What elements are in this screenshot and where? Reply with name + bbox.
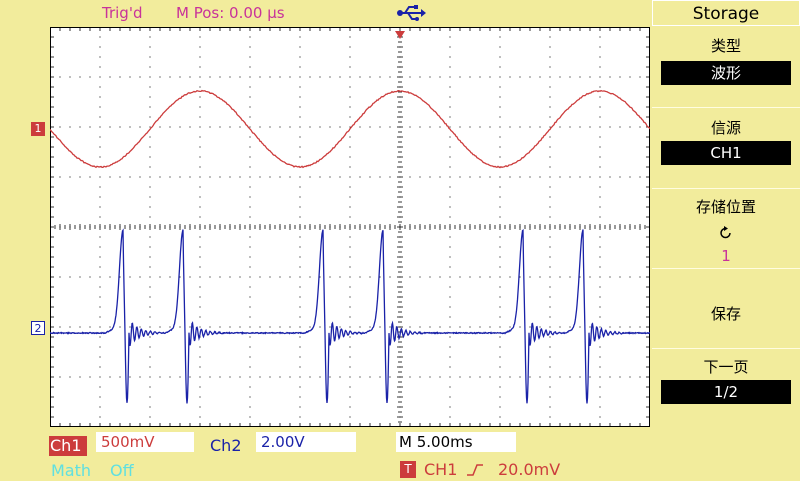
menu-title: Storage: [652, 0, 800, 26]
next-page-label: 下一页: [652, 356, 800, 377]
type-label: 类型: [652, 35, 800, 56]
trigger-position-icon: [395, 31, 405, 39]
ch2-label[interactable]: Ch2: [210, 436, 242, 456]
ch1-label[interactable]: Ch1: [49, 436, 87, 456]
menu-item-location[interactable]: 存储位置 1: [652, 189, 800, 268]
ch1-ground-marker[interactable]: 1: [31, 122, 45, 136]
source-label: 信源: [652, 117, 800, 138]
next-page-button[interactable]: 下一页 1/2: [652, 349, 800, 429]
usb-icon: [396, 4, 426, 22]
type-value: 波形: [661, 61, 791, 85]
trigger-level: 20.0mV: [498, 460, 560, 480]
ch2-ground-marker[interactable]: 2: [31, 321, 45, 335]
ch1-scale: 500mV: [96, 432, 194, 452]
menu-item-type[interactable]: 类型 波形: [652, 27, 800, 107]
page-indicator: 1/2: [661, 380, 791, 404]
rising-edge-icon: [466, 462, 484, 478]
trigger-source: CH1: [424, 460, 457, 480]
save-button[interactable]: 保存: [652, 269, 800, 348]
location-label: 存储位置: [652, 196, 800, 217]
source-value: CH1: [661, 141, 791, 165]
trigger-badge: T: [400, 461, 416, 478]
math-label[interactable]: Math: [51, 461, 91, 481]
timebase: M 5.00ms: [396, 432, 516, 452]
save-label: 保存: [652, 303, 800, 324]
location-value: 1: [652, 247, 800, 265]
menu-item-source[interactable]: 信源 CH1: [652, 108, 800, 188]
math-state: Off: [110, 461, 134, 481]
horizontal-position: M Pos: 0.00 µs: [176, 3, 285, 23]
waveform-display[interactable]: [50, 27, 650, 427]
cycle-icon: [718, 225, 734, 241]
trigger-status: Trig'd: [102, 3, 142, 23]
ch2-scale: 2.00V: [256, 432, 356, 452]
